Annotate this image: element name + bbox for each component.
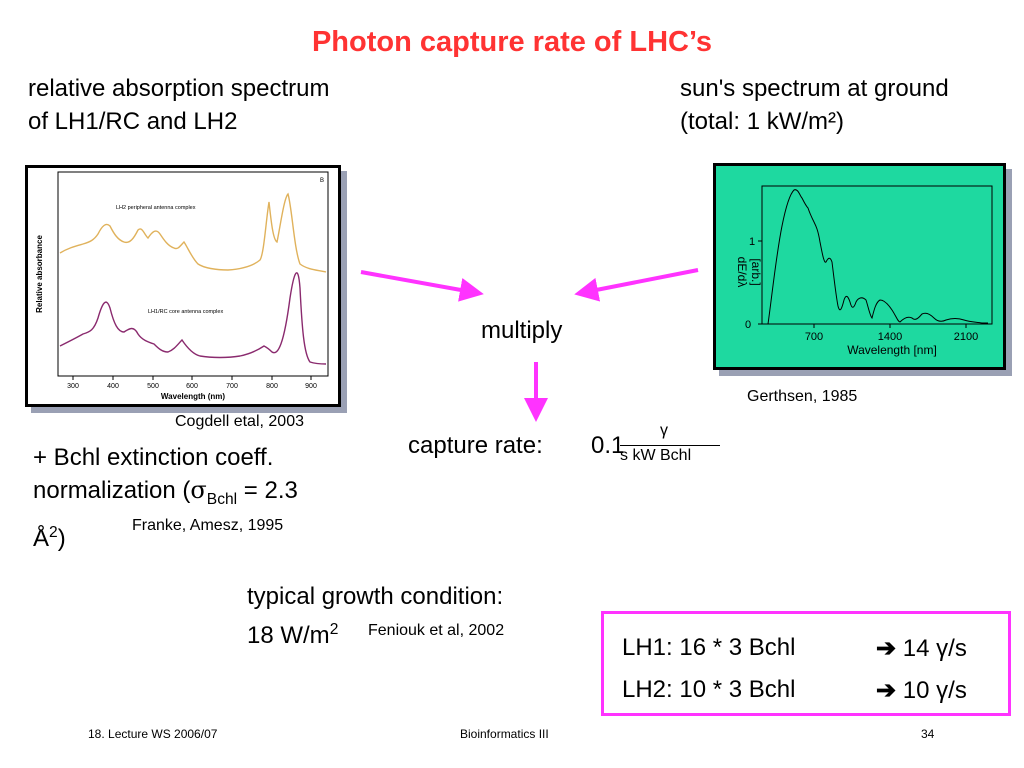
footer-page-number: 34 xyxy=(921,727,935,741)
bchl-unit-sup: 2 xyxy=(49,523,58,541)
result-lh1-rate-group: ➔ 14 γ/s xyxy=(876,634,967,663)
growth-line1: typical growth condition: xyxy=(247,583,504,610)
capture-rate-numerator: γ xyxy=(660,422,668,439)
result-lh2-label: LH2: 10 * 3 Bchl xyxy=(622,676,796,703)
citation-feniouk: Feniouk et al, 2002 xyxy=(368,622,505,639)
right-heading: sun's spectrum at ground (total: 1 kW/m²… xyxy=(680,72,949,138)
absorption-xtick-300: 300 xyxy=(67,383,79,390)
multiply-label: multiply xyxy=(481,317,563,344)
bchl-line1: + Bchl extinction coeff. xyxy=(33,444,274,471)
bchl-line2-prefix: normalization ( xyxy=(33,477,191,504)
right-heading-line2: (total: 1 kW/m²) xyxy=(680,108,845,135)
capture-rate-value: 0.1 xyxy=(591,432,625,459)
citation-gerthsen: Gerthsen, 1985 xyxy=(747,388,858,405)
result-row-lh1: LH1: 16 * 3 Bchl xyxy=(622,634,795,662)
absorption-spectrum-plot: 300 400 500 600 700 800 900 Wavelength (… xyxy=(35,171,329,401)
footer-lecture: 18. Lecture WS 2006/07 xyxy=(88,727,218,741)
absorption-ylabel: Relative absorbance xyxy=(35,235,44,313)
growth-line2: 18 W/m2 xyxy=(247,613,503,652)
solar-ylabel-line2: [arb.] xyxy=(749,258,763,285)
solar-xtick-2100: 2100 xyxy=(954,331,978,343)
solar-spectrum-figure: 1 0 dE/dλ [arb.] 700 1400 2100 Wavelengt… xyxy=(713,163,1006,370)
solar-xtick-700: 700 xyxy=(805,331,823,343)
absorption-xtick-600: 600 xyxy=(186,383,198,390)
result-lh2-rate-group: ➔ 10 γ/s xyxy=(876,676,967,705)
lh2-absorption-curve xyxy=(59,192,327,273)
result-row-lh2: LH2: 10 * 3 Bchl xyxy=(622,676,795,704)
left-heading-line2: of LH1/RC and LH2 xyxy=(28,108,238,135)
absorption-plot-frame xyxy=(57,171,329,377)
bchl-close-paren: ) xyxy=(57,524,66,552)
absorption-xtick-800: 800 xyxy=(266,383,278,390)
solar-xtick-1400: 1400 xyxy=(878,331,902,343)
solar-xlabel: Wavelength [nm] xyxy=(847,343,937,357)
solar-ytick-0: 0 xyxy=(745,319,751,331)
bchl-note: + Bchl extinction coeff. normalization (… xyxy=(33,441,298,555)
solar-spectrum-plot: 1 0 dE/dλ [arb.] 700 1400 2100 Wavelengt… xyxy=(735,185,993,357)
absorption-xlabel: Wavelength (nm) xyxy=(161,392,225,401)
slide-title: Photon capture rate of LHC’s xyxy=(311,26,713,58)
absorption-xtick-500: 500 xyxy=(147,383,159,390)
solar-plot-frame xyxy=(761,185,993,325)
bchl-subscript: Bchl xyxy=(206,490,238,508)
absorption-panel-marker: B xyxy=(320,178,324,184)
solar-spectrum-curve xyxy=(767,189,988,325)
absorption-xtick-700: 700 xyxy=(226,383,238,390)
result-lh1-rate: 14 γ/s xyxy=(902,635,967,662)
absorption-spectrum-figure: 300 400 500 600 700 800 900 Wavelength (… xyxy=(25,165,341,407)
absorption-xtick-900: 900 xyxy=(305,383,317,390)
absorption-xticks: 300 400 500 600 700 800 900 xyxy=(67,376,317,390)
left-heading: relative absorption spectrum of LH1/RC a… xyxy=(28,72,329,138)
capture-rate-fraction-bar xyxy=(620,445,720,446)
arrow-left-to-multiply xyxy=(360,270,484,302)
citation-cogdell: Cogdell etal, 2003 xyxy=(175,413,304,430)
capture-rate-label: capture rate: xyxy=(408,432,543,459)
right-heading-line1: sun's spectrum at ground xyxy=(680,75,949,102)
solar-ytick-1: 1 xyxy=(749,236,755,248)
arrow-right-to-multiply xyxy=(574,268,699,302)
growth-value: 18 W/m xyxy=(247,622,330,649)
capture-rate-denominator: s kW Bchl xyxy=(620,447,692,464)
result-lh2-arrow-icon: ➔ xyxy=(876,677,897,704)
lh1-absorption-curve xyxy=(59,272,327,365)
result-lh2-rate: 10 γ/s xyxy=(902,677,967,704)
citation-franke: Franke, Amesz, 1995 xyxy=(132,517,284,534)
solar-ylabel-line1: dE/dλ xyxy=(735,257,749,288)
bchl-unit: Å xyxy=(33,524,50,552)
lh1-curve-label: LH1/RC core antenna complex xyxy=(148,309,223,315)
growth-condition: typical growth condition: 18 W/m2 xyxy=(247,580,503,652)
growth-unit-sup: 2 xyxy=(329,621,339,638)
bchl-line2: normalization (σBchl = 2.3 xyxy=(33,474,298,516)
lh2-curve-label: LH2 peripheral antenna complex xyxy=(116,205,196,211)
bchl-line3: Å2) xyxy=(33,516,298,555)
result-box: LH1: 16 * 3 Bchl ➔ 14 γ/s LH2: 10 * 3 Bc… xyxy=(601,611,1011,716)
result-lh1-label: LH1: 16 * 3 Bchl xyxy=(622,634,796,661)
result-lh1-arrow-icon: ➔ xyxy=(876,635,897,662)
absorption-xtick-400: 400 xyxy=(107,383,119,390)
left-heading-line1: relative absorption spectrum xyxy=(28,75,330,102)
bchl-line2-suffix: = 2.3 xyxy=(237,477,298,504)
footer-course: Bioinformatics III xyxy=(460,727,549,741)
bchl-sigma: σ xyxy=(190,476,207,504)
